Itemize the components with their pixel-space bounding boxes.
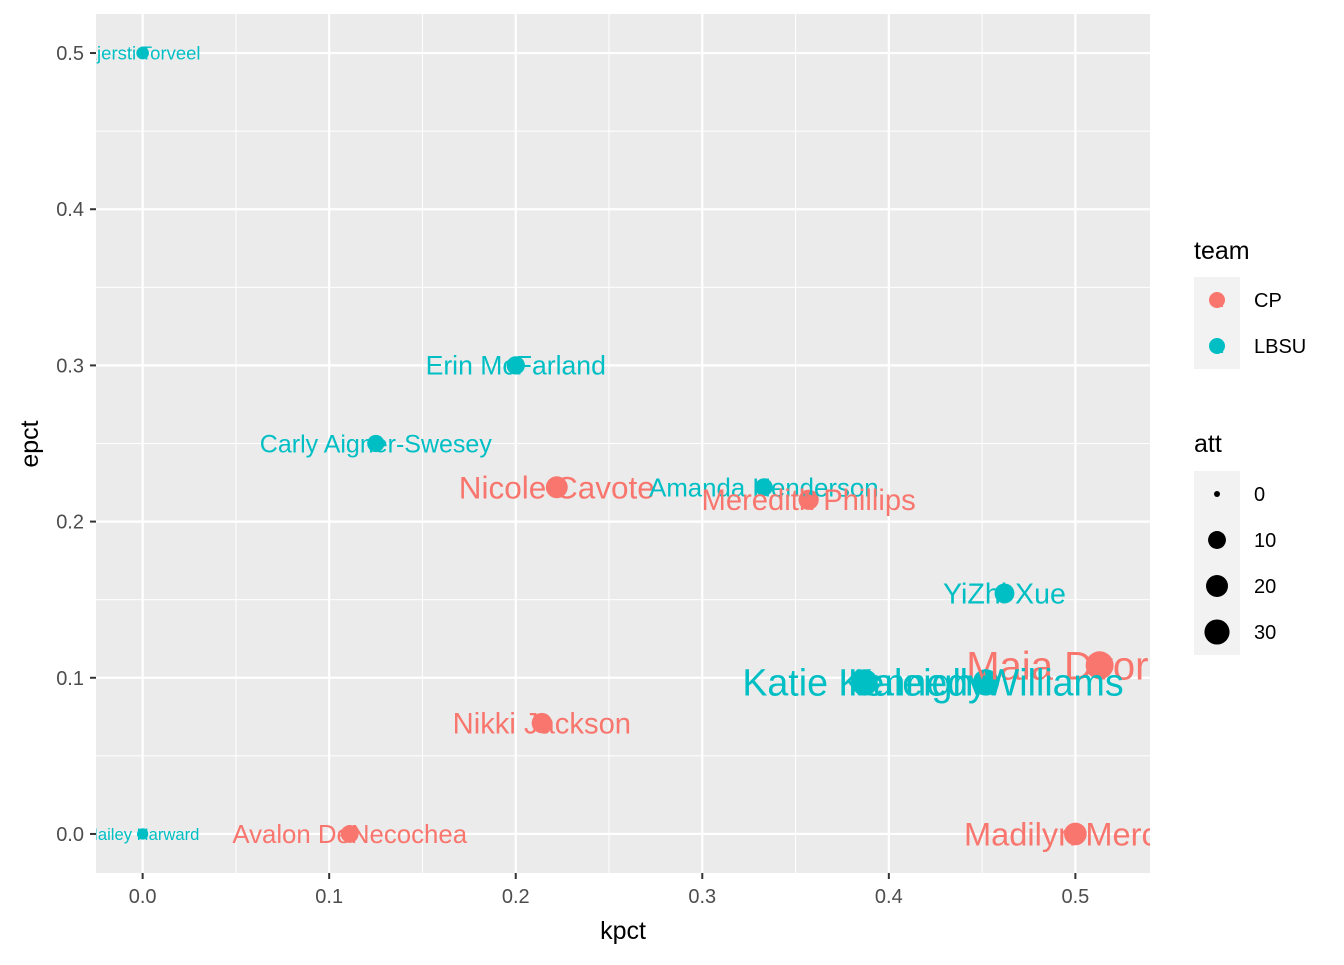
legend-team-label: CP bbox=[1254, 290, 1282, 312]
x-axis: 0.0 0.1 0.2 0.3 0.4 0.5 bbox=[129, 873, 1089, 908]
legend-team-title: team bbox=[1194, 237, 1250, 265]
y-tick-label: 0.4 bbox=[56, 199, 84, 221]
data-point bbox=[136, 46, 149, 60]
point-label: Avalon DeNecochea bbox=[232, 821, 467, 849]
point-label: Meredith Phillips bbox=[702, 485, 916, 517]
point-label: Kaleigh Williams bbox=[848, 662, 1124, 704]
data-point bbox=[136, 828, 149, 840]
x-tick-label: 0.1 bbox=[315, 886, 343, 908]
point-label: Katie Kennedy bbox=[742, 662, 987, 704]
legend-team-key-glyph: a bbox=[1211, 287, 1224, 312]
legend-att-key-dot bbox=[1204, 619, 1230, 645]
data-point bbox=[1064, 822, 1087, 846]
data-point bbox=[851, 669, 878, 696]
y-tick-label: 0.2 bbox=[56, 512, 84, 534]
y-axis: 0.0 0.1 0.2 0.3 0.4 0.5 bbox=[56, 43, 96, 846]
major-grid bbox=[96, 14, 1150, 873]
point-label: Nikki Jackson bbox=[453, 708, 631, 740]
data-point bbox=[798, 489, 819, 510]
x-axis-title: kpct bbox=[600, 917, 646, 945]
point-label: YiZhi Xue bbox=[943, 578, 1066, 610]
x-tick-label: 0.4 bbox=[875, 886, 903, 908]
legend-att-label: 0 bbox=[1254, 484, 1265, 506]
legend-att-label: 10 bbox=[1254, 530, 1276, 552]
data-point bbox=[545, 476, 568, 499]
legend: team a CP a LBSU att 0 10 20 30 bbox=[1194, 237, 1306, 655]
x-tick-label: 0.5 bbox=[1061, 886, 1089, 908]
legend-team-keys: a CP a LBSU bbox=[1194, 277, 1306, 369]
data-point bbox=[994, 583, 1015, 604]
data-point bbox=[1085, 651, 1114, 680]
point-label: Erin McFarland bbox=[426, 351, 606, 381]
legend-att-key-dot bbox=[1206, 575, 1228, 597]
legend-att-title: att bbox=[1194, 430, 1222, 458]
legend-att-label: 20 bbox=[1254, 576, 1276, 598]
y-axis-title: epct bbox=[16, 420, 44, 467]
point-label: Maia Dvoracek bbox=[966, 644, 1234, 688]
point-label: Kjersti Torveel bbox=[85, 43, 201, 64]
point-labels-layer: Kjersti Torveel Erin McFarland Carly Aigne… bbox=[85, 43, 1234, 853]
legend-att-keys: 0 10 20 30 bbox=[1194, 471, 1276, 655]
legend-att-key-dot bbox=[1214, 491, 1220, 497]
legend-att-label: 30 bbox=[1254, 622, 1276, 644]
y-tick-label: 0.0 bbox=[56, 824, 84, 846]
legend-team-key-dot bbox=[1209, 338, 1225, 354]
data-point bbox=[506, 356, 525, 375]
y-tick-label: 0.3 bbox=[56, 355, 84, 377]
data-point bbox=[754, 478, 773, 497]
x-tick-label: 0.0 bbox=[129, 886, 157, 908]
point-label: Nicole Cavote bbox=[459, 469, 655, 505]
legend-team-key-glyph: a bbox=[1211, 333, 1224, 358]
data-point bbox=[367, 434, 385, 453]
point-label: Carly Aigner-Swesey bbox=[260, 430, 493, 458]
point-label: Amanda Henderson bbox=[649, 474, 878, 502]
data-point bbox=[972, 669, 999, 696]
x-tick-label: 0.3 bbox=[688, 886, 716, 908]
points-layer bbox=[136, 46, 1114, 846]
y-tick-label: 0.5 bbox=[56, 43, 84, 65]
data-point bbox=[531, 712, 553, 734]
point-label: Madilyn Mercer bbox=[964, 815, 1187, 852]
y-tick-label: 0.1 bbox=[56, 668, 84, 690]
legend-team-label: LBSU bbox=[1254, 336, 1306, 358]
minor-grid bbox=[96, 14, 1150, 873]
data-point bbox=[340, 825, 359, 843]
point-label: Hailey Harward bbox=[86, 825, 199, 844]
x-tick-label: 0.2 bbox=[502, 886, 530, 908]
legend-att-key-dot bbox=[1208, 531, 1226, 549]
legend-team-key-dot bbox=[1209, 292, 1225, 308]
